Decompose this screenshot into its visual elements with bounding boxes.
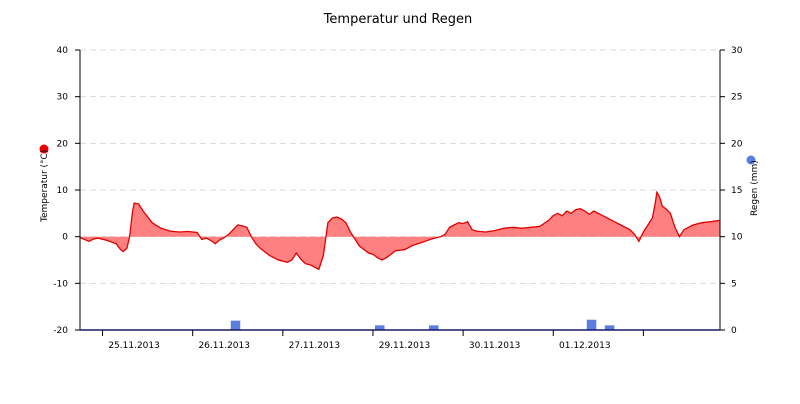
x-tick-label: 25.11.2013	[108, 341, 160, 351]
rain-bar	[230, 320, 236, 330]
rain-bar	[235, 320, 241, 330]
y-left-axis-title: Temperatur (°C)	[40, 150, 50, 223]
y-left-tick-label: 30	[57, 93, 69, 103]
y-right-tick-label: 15	[731, 186, 742, 196]
rain-bar	[433, 325, 439, 330]
rain-bar	[604, 325, 610, 330]
chart-title: Temperatur und Regen	[323, 12, 473, 27]
y-right-tick-label: 0	[731, 326, 737, 336]
y-left-tick-label: -10	[53, 279, 68, 289]
y-left-tick-label: 0	[62, 233, 68, 243]
y-right-tick-label: 25	[731, 93, 742, 103]
y-left-tick-label: 20	[57, 139, 69, 149]
y-right-axis-title: Regen (mm)	[750, 160, 760, 216]
x-tick-label: 29.11.2013	[379, 341, 431, 351]
y-right-tick-label: 30	[731, 46, 743, 56]
temperature-legend-marker	[39, 144, 49, 154]
x-tick-label: 30.11.2013	[469, 341, 521, 351]
y-left-tick-label: 10	[57, 186, 69, 196]
y-right-tick-label: 10	[731, 233, 743, 243]
y-right-tick-label: 5	[731, 279, 737, 289]
x-tick-label: 27.11.2013	[289, 341, 341, 351]
rain-bar	[429, 325, 435, 330]
rain-bar	[379, 325, 385, 330]
rain-bar	[374, 325, 380, 330]
rain-bar	[591, 319, 597, 330]
series-layer	[79, 190, 721, 330]
x-tick-label: 26.11.2013	[198, 341, 250, 351]
temperature-line	[79, 190, 721, 271]
rain-bar	[586, 319, 592, 330]
y-right-tick-label: 20	[731, 139, 743, 149]
axis-layer: -20 -10 0 10 20 30 40 0 5 10 15 20 25 30 25.11.2013 26.…	[53, 46, 742, 351]
temperature-area	[80, 192, 720, 270]
rain-legend-marker	[746, 155, 756, 165]
rain-bar	[609, 325, 615, 330]
y-left-tick-label: -20	[53, 326, 68, 336]
x-tick-label: 01.12.2013	[559, 341, 611, 351]
y-left-tick-label: 40	[57, 46, 69, 56]
